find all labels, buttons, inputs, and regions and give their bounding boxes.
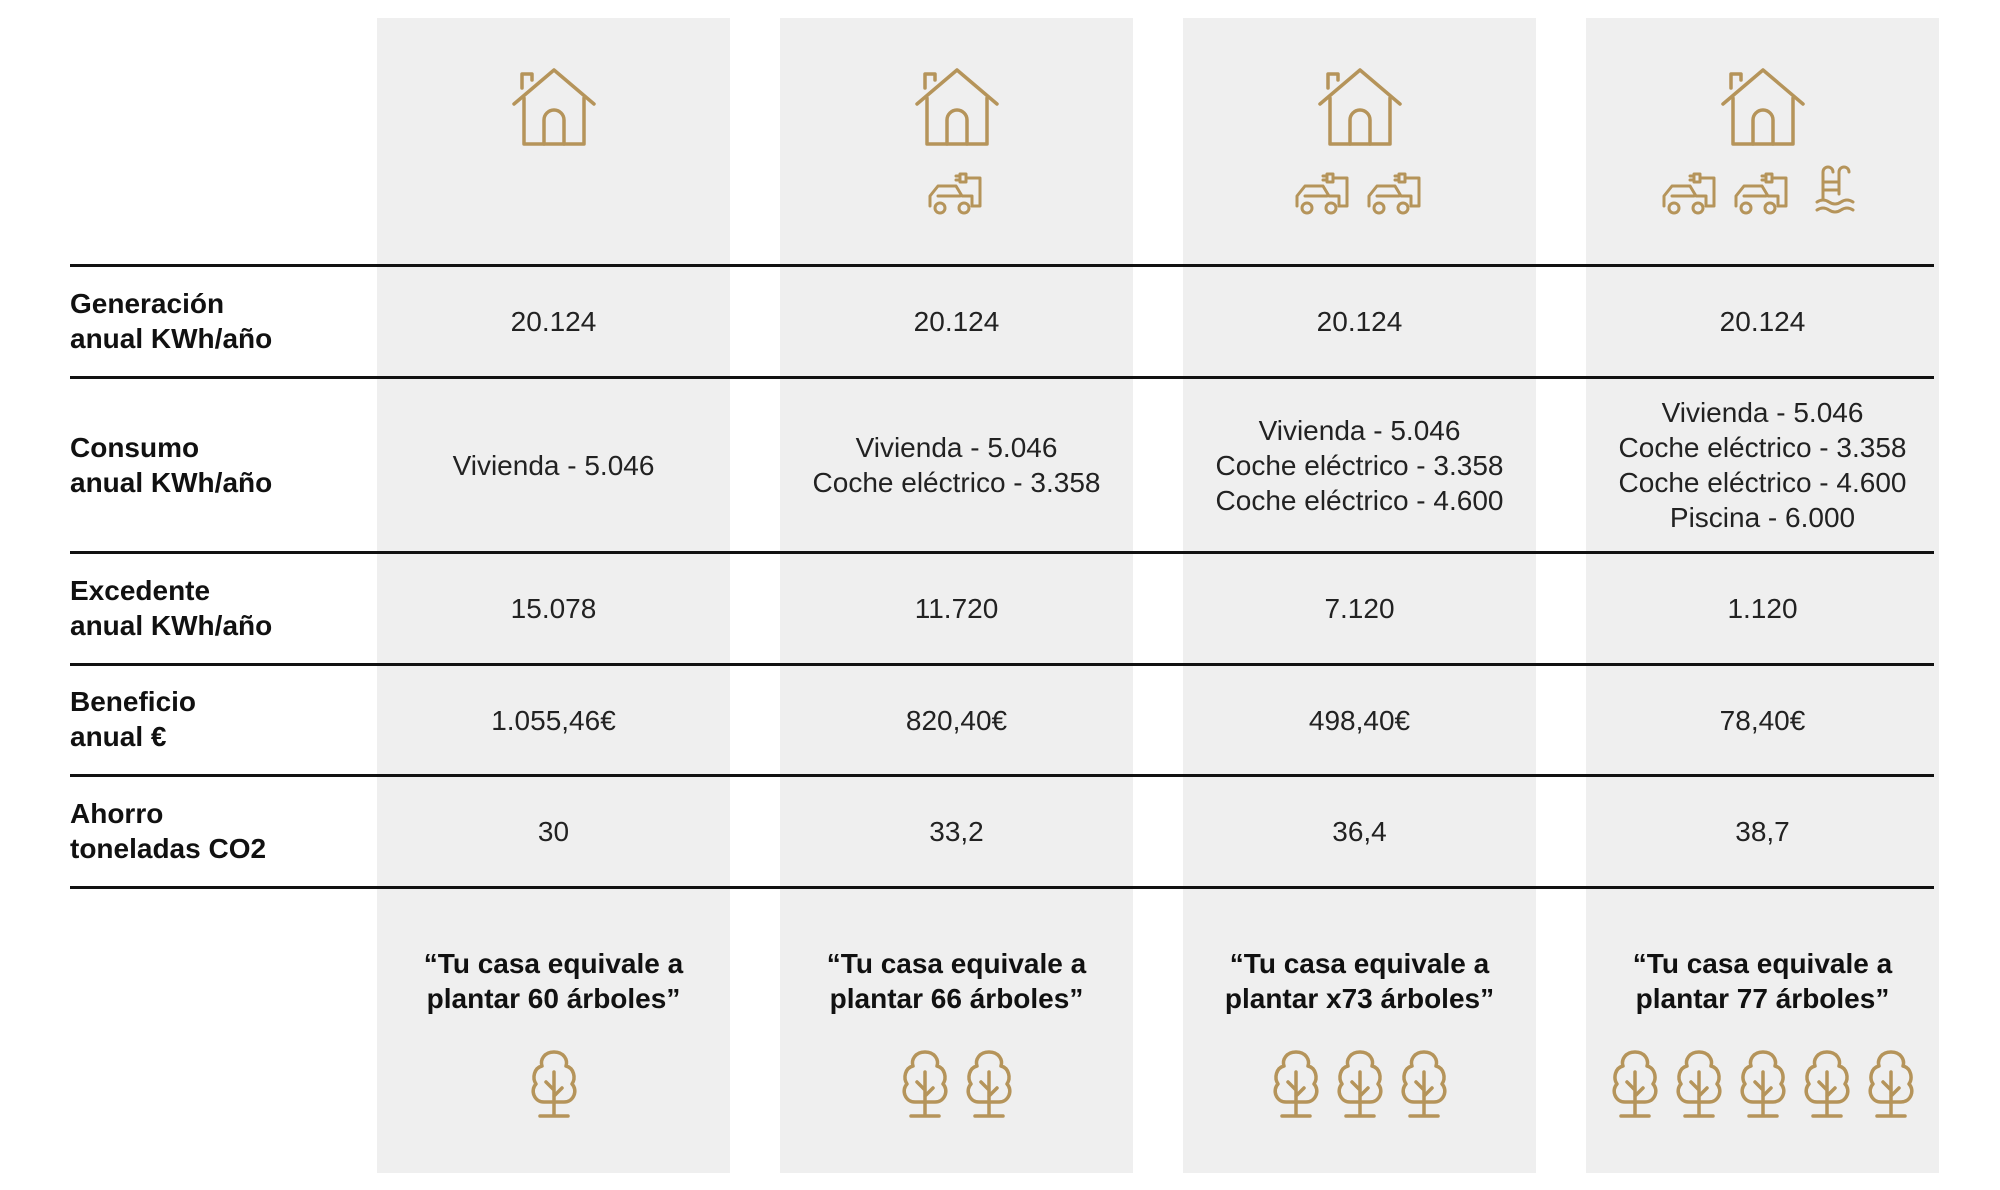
tree-icon [1337, 1050, 1382, 1118]
row-label-beneficio: Beneficio anual € [70, 686, 197, 752]
tree-icon [1273, 1050, 1318, 1118]
row-label-generacion: Generación anual KWh/año [70, 288, 273, 354]
quote-col1: “Tu casa equivale a plantar 60 árboles” [423, 948, 684, 1014]
row-divider [70, 376, 1934, 379]
beneficio-value-col3: 498,40€ [1308, 704, 1411, 736]
excedente-value-col4: 1.120 [1727, 593, 1798, 624]
ahorro-value-col1: 30 [537, 816, 570, 847]
tree-icon [966, 1050, 1011, 1118]
column-2-background [780, 18, 1133, 1173]
consumo-line: Coche eléctrico - 3.358 [812, 467, 1101, 498]
electric-car-icon [1295, 172, 1348, 215]
consumo-line: Vivienda - 5.046 [1258, 414, 1461, 446]
row-divider [70, 663, 1934, 666]
column-1-icons [377, 60, 730, 230]
column-4-background [1586, 18, 1939, 1173]
trees-col3 [1183, 1048, 1536, 1118]
electric-car-icon [1367, 172, 1420, 215]
ahorro-value-col4: 38,7 [1735, 816, 1790, 847]
consumo-line: Coche eléctrico - 4.600 [1618, 467, 1907, 498]
tree-icon [531, 1050, 576, 1118]
trees-col4 [1586, 1048, 1939, 1118]
quote-col3: “Tu casa equivale a plantar x73 árboles” [1224, 948, 1495, 1014]
generacion-value-col3: 20.124 [1316, 306, 1403, 337]
beneficio-value-col4: 78,40€ [1719, 704, 1806, 736]
consumo-values-col2: Vivienda - 5.046 Coche eléctrico - 3.358 [780, 379, 1133, 551]
house-icon [914, 68, 999, 146]
excedente-value-col3: 7.120 [1324, 593, 1395, 624]
trees-col1 [377, 1048, 730, 1118]
tree-icon [1740, 1050, 1785, 1118]
row-label-ahorro: Ahorro toneladas CO2 [70, 798, 267, 864]
column-2-icons [780, 60, 1133, 230]
generacion-value-col2: 20.124 [913, 306, 1000, 337]
row-divider [70, 551, 1934, 554]
electric-car-icon [1662, 172, 1715, 215]
consumo-values-col4: Vivienda - 5.046 Coche eléctrico - 3.358… [1586, 379, 1939, 551]
consumo-line: Coche eléctrico - 3.358 [1618, 432, 1907, 463]
tree-icon [902, 1050, 947, 1118]
generacion-value-col4: 20.124 [1719, 306, 1806, 337]
row-label-excedente: Excedente anual KWh/año [70, 575, 273, 641]
excedente-value-col2: 11.720 [914, 593, 999, 624]
tree-icon [1401, 1050, 1446, 1118]
column-4-icons [1586, 60, 1939, 230]
column-1-background [377, 18, 730, 1173]
house-icon [1720, 68, 1805, 146]
consumo-values-col3: Vivienda - 5.046 Coche eléctrico - 3.358… [1183, 379, 1536, 551]
row-divider [70, 774, 1934, 777]
quote-col4: “Tu casa equivale a plantar 77 árboles” [1632, 948, 1893, 1014]
trees-col2 [780, 1048, 1133, 1118]
row-divider [70, 886, 1934, 889]
quote-col2: “Tu casa equivale a plantar 66 árboles” [826, 948, 1087, 1014]
consumo-line: Vivienda - 5.046 [855, 432, 1058, 463]
beneficio-value-col1: 1.055,46€ [491, 704, 616, 736]
row-label-consumo: Consumo anual KWh/año [70, 432, 273, 498]
beneficio-value-col2: 820,40€ [905, 704, 1008, 736]
column-3-icons [1183, 60, 1536, 230]
consumo-line: Vivienda - 5.046 [452, 449, 655, 481]
consumo-line: Coche eléctrico - 3.358 [1215, 449, 1504, 481]
consumo-line: Coche eléctrico - 4.600 [1215, 484, 1504, 516]
pool-icon [1815, 165, 1854, 214]
tree-icon [1868, 1050, 1913, 1118]
consumo-line: Vivienda - 5.046 [1661, 397, 1864, 428]
tree-icon [1676, 1050, 1721, 1118]
consumo-values-col1: Vivienda - 5.046 [377, 379, 730, 551]
column-3-background [1183, 18, 1536, 1173]
house-icon [1317, 68, 1402, 146]
house-icon [511, 68, 596, 146]
ahorro-value-col3: 36,4 [1332, 816, 1387, 847]
generacion-value-col1: 20.124 [510, 306, 597, 337]
consumo-line: Piscina - 6.000 [1669, 502, 1856, 533]
electric-car-icon [1734, 172, 1787, 215]
tree-icon [1804, 1050, 1849, 1118]
ahorro-value-col2: 33,2 [929, 816, 984, 847]
excedente-value-col1: 15.078 [510, 593, 597, 624]
electric-car-icon [928, 172, 981, 215]
tree-icon [1612, 1050, 1657, 1118]
row-divider [70, 264, 1934, 267]
